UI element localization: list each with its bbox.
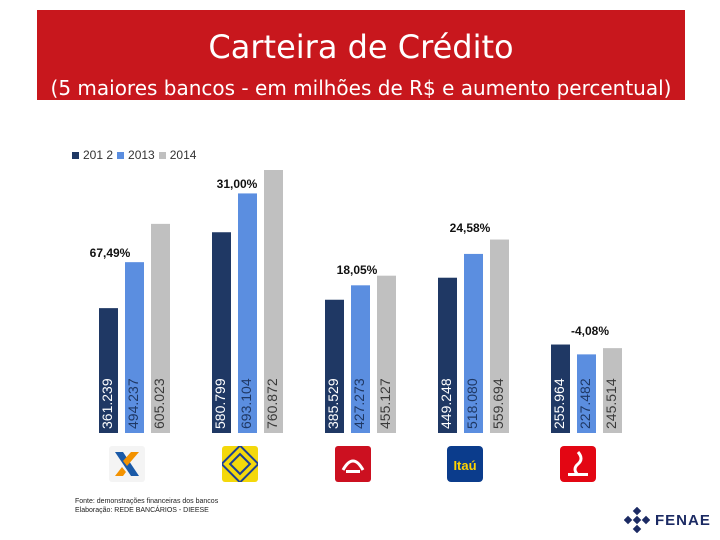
- bar-2014-0: [151, 223, 170, 433]
- fenae-brand: FENAE: [624, 507, 711, 533]
- data-label-2014-3: 559.694: [490, 378, 506, 429]
- data-label-2013-1: 693.104: [238, 378, 254, 429]
- caixa-logo-icon: [109, 446, 145, 482]
- bar-2014-1: [264, 170, 283, 433]
- itau-logo-text: Itaú: [453, 458, 476, 473]
- data-label-2014-2: 455.127: [377, 378, 393, 429]
- bar-2014-2: [377, 275, 396, 433]
- fenae-logo-icon: [624, 507, 650, 533]
- data-label-2012-1: 580.799: [212, 378, 228, 429]
- bar-2012-2: [325, 299, 344, 433]
- data-label-2013-4: 227.482: [577, 378, 593, 429]
- legend-entry-2012: 201 2: [72, 148, 113, 162]
- authorship-line: Elaboração: REDE BANCÁRIOS - DIEESE: [75, 507, 209, 514]
- legend-swatch-2014: [158, 151, 166, 159]
- data-label-2014-0: 605.023: [151, 378, 167, 429]
- legend-label-2012: 201 2: [83, 148, 114, 162]
- data-label-2012-3: 449.248: [438, 378, 454, 429]
- legend-swatch-2013: [117, 151, 125, 159]
- data-label-2012-4: 255.964: [551, 378, 567, 429]
- bar-2013-3: [464, 253, 483, 433]
- source-note: Fonte: demonstrações financeiras dos ban…: [75, 497, 218, 515]
- growth-label-1: 31,00%: [217, 177, 258, 191]
- growth-label-3: 24,58%: [450, 221, 491, 235]
- legend-entry-2014: 2014: [158, 148, 197, 162]
- bar-2013-0: [125, 262, 144, 433]
- chart-title: Carteira de Crédito: [208, 28, 514, 66]
- santander-logo-icon: [560, 446, 596, 482]
- fenae-wordmark: FENAE: [655, 511, 711, 529]
- legend: 201 2 2013 2014: [72, 148, 196, 162]
- bar-2014-4: [603, 348, 622, 433]
- bar-2012-3: [438, 277, 457, 433]
- bar-2013-4: [577, 354, 596, 433]
- legend-label-2013: 2013: [128, 148, 155, 162]
- growth-label-4: -4,08%: [571, 324, 609, 338]
- itau-logo-icon: Itaú: [447, 446, 483, 482]
- source-line: Fonte: demonstrações financeiras dos ban…: [75, 498, 219, 505]
- data-label-2012-2: 385.529: [325, 378, 341, 429]
- bar-2014-3: [490, 239, 509, 433]
- bar-2012-4: [551, 344, 570, 433]
- growth-label-2: 18,05%: [337, 263, 378, 277]
- bar-2013-1: [238, 193, 257, 433]
- data-label-2013-0: 494.237: [125, 378, 141, 429]
- title-banner: Carteira de Crédito (5 maiores bancos - …: [37, 10, 685, 100]
- bar-2012-0: [99, 308, 118, 433]
- legend-swatch-2012: [72, 151, 79, 159]
- data-label-2012-0: 361.239: [99, 378, 115, 429]
- legend-label-2014: 2014: [169, 148, 197, 162]
- legend-entry-2013: 2013: [117, 148, 155, 162]
- bar-2013-2: [351, 285, 370, 433]
- growth-label-0: 67,49%: [90, 246, 131, 260]
- chart-subtitle: (5 maiores bancos - em milhões de R$ e a…: [50, 76, 672, 100]
- data-label-2014-1: 760.872: [264, 378, 280, 429]
- bradesco-logo-icon: [335, 446, 371, 482]
- data-label-2013-2: 427.273: [351, 378, 367, 429]
- data-label-2013-3: 518.080: [464, 378, 480, 429]
- bar-2012-1: [212, 232, 231, 433]
- banco-do-brasil-logo-icon: [222, 446, 258, 482]
- data-label-2014-4: 245.514: [603, 378, 619, 429]
